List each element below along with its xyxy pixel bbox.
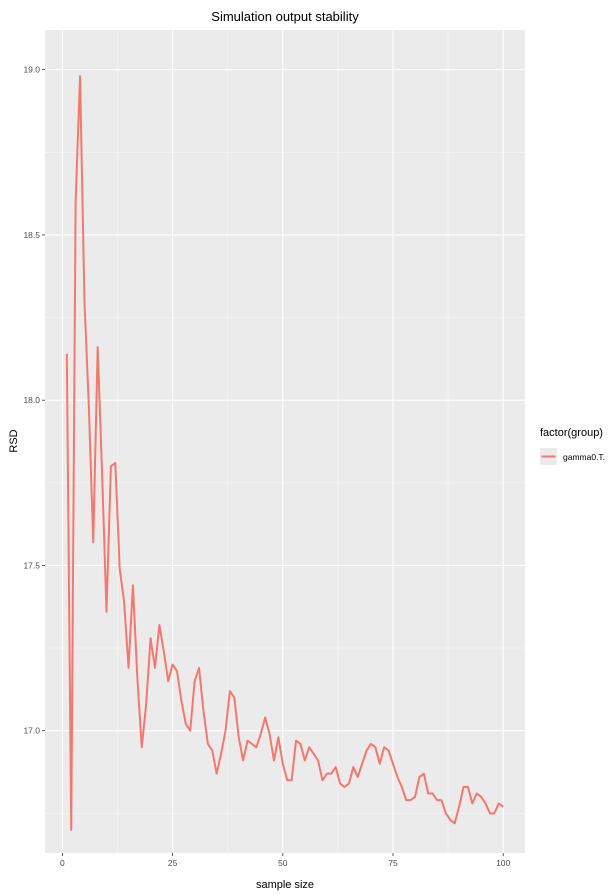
y-axis-title: RSD [8, 429, 20, 452]
legend-label-gamma0-t: gamma0.T. [563, 452, 605, 462]
legend: factor(group) gamma0.T. [540, 427, 605, 465]
y-axis: 17.0 17.5 18.0 18.5 19.0 [23, 65, 45, 736]
y-tick-label: 19.0 [23, 65, 40, 75]
x-tick-label: 25 [168, 858, 178, 868]
x-tick-label: 0 [60, 858, 65, 868]
series-layer [65, 75, 504, 831]
series-line [65, 75, 504, 831]
major-gridlines [45, 30, 525, 853]
x-axis-title: sample size [256, 879, 314, 891]
y-tick-label: 18.0 [23, 395, 40, 405]
y-tick-label: 17.0 [23, 726, 40, 736]
x-tick-label: 50 [278, 858, 288, 868]
minor-gridlines [45, 30, 525, 853]
legend-title: factor(group) [540, 427, 603, 439]
x-tick-label: 75 [388, 858, 398, 868]
y-tick-label: 18.5 [23, 230, 40, 240]
x-tick-label: 100 [496, 858, 510, 868]
y-tick-label: 17.5 [23, 560, 40, 570]
x-axis: 0 25 50 75 100 [60, 853, 511, 868]
plot-panel [45, 30, 525, 853]
chart-title: Simulation output stability [211, 9, 359, 24]
